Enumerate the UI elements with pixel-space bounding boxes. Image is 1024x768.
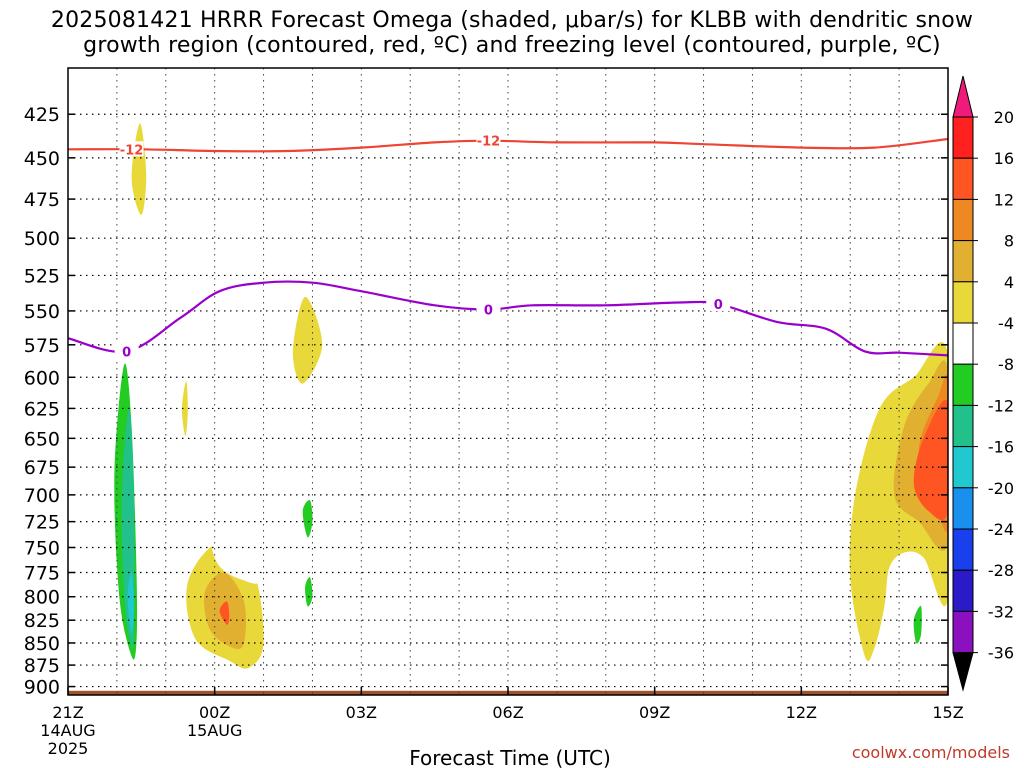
y-tick-label: 425 — [24, 104, 60, 126]
y-tick-label: 650 — [24, 428, 60, 450]
omega-region-6 — [181, 381, 188, 437]
contour-layer: -12 -12 0 0 0 — [68, 132, 948, 360]
colorbar-label: 16 — [994, 149, 1014, 168]
colorbar-top-arrow — [952, 75, 974, 118]
freezing-level-contour-label: 0 — [122, 345, 131, 360]
omega-region-9 — [219, 601, 230, 625]
colorbar-swatch — [952, 116, 974, 159]
x-tick-sublabel: 15AUG — [187, 721, 242, 740]
colorbar-label: -16 — [988, 438, 1014, 457]
chart-title-line2: growth region (contoured, red, ºC) and f… — [83, 33, 941, 58]
y-tick-label: 700 — [24, 485, 60, 507]
colorbar-label: -8 — [998, 355, 1014, 374]
colorbar-swatch — [952, 198, 974, 242]
freezing-level-contour — [68, 280, 948, 357]
freezing-level-contour-label: 0 — [714, 298, 723, 313]
omega-region-13 — [292, 296, 323, 384]
x-tick-sublabel: 14AUG — [40, 721, 95, 740]
omega-region-4 — [180, 74, 205, 103]
freezing-level-contour-label-bg — [476, 301, 501, 317]
colorbar-swatch — [952, 446, 974, 489]
colorbar-swatch — [952, 487, 974, 530]
y-tick-label: 600 — [24, 367, 60, 389]
colorbar-label: -32 — [988, 602, 1014, 621]
dendritic-contour-label: -12 — [120, 143, 144, 158]
y-tick-label: 750 — [24, 537, 60, 559]
colorbar-swatch — [952, 528, 974, 571]
y-tick-label: 625 — [24, 398, 60, 420]
colorbar-swatch — [952, 157, 974, 200]
x-axis-label: Forecast Time (UTC) — [409, 746, 611, 768]
colorbar-label: 4 — [1004, 273, 1014, 292]
y-tick-label: 575 — [24, 335, 60, 357]
colorbar-label: -12 — [988, 396, 1014, 415]
omega-region-12 — [305, 577, 313, 607]
x-tick-label: 15Z — [932, 703, 963, 722]
dendritic-contour-label: -12 — [477, 135, 501, 150]
omega-region-10 — [206, 382, 338, 671]
freezing-level-contour-label-bg — [114, 343, 139, 359]
grid-layer — [68, 68, 948, 695]
y-tick-label: 850 — [24, 633, 60, 655]
colorbar-label: -28 — [988, 561, 1014, 580]
y-tick-label: 875 — [24, 655, 60, 677]
colorbar-swatch — [952, 281, 974, 324]
y-tick-label: 825 — [24, 610, 60, 632]
omega-region-15 — [473, 463, 554, 669]
colorbar-bottom-arrow — [952, 652, 974, 692]
omega-region-14 — [410, 72, 421, 120]
colorbar-label: 12 — [994, 190, 1014, 209]
colorbar-label: -20 — [988, 479, 1014, 498]
colorbar: 20 16 12 8 4 -4 -8 -12 -16 -20 -24 -28 -32 -36 — [952, 75, 1014, 692]
colorbar-swatch — [952, 569, 974, 612]
y-tick-label: 675 — [24, 457, 60, 479]
y-tick-label: 500 — [24, 228, 60, 250]
dendritic-contour-label-bg — [119, 141, 144, 157]
chart-title-line1: 2025081421 HRRR Forecast Omega (shaded, … — [50, 8, 974, 33]
y-tick-label: 800 — [24, 587, 60, 609]
y-tick-label: 550 — [24, 301, 60, 323]
source-credit: coolwx.com/models — [851, 743, 1010, 762]
x-tick-label: 00Z — [199, 703, 230, 722]
x-tick-label: 12Z — [786, 703, 817, 722]
omega-region-11 — [302, 499, 313, 538]
colorbar-label: 8 — [1004, 232, 1014, 251]
dendritic-contour — [68, 137, 948, 153]
colorbar-swatch — [952, 404, 974, 448]
y-tick-label: 475 — [24, 189, 60, 211]
x-tick-label: 03Z — [346, 703, 377, 722]
y-tick-label: 900 — [24, 677, 60, 699]
y-tick-label: 525 — [24, 265, 60, 287]
colorbar-label: 20 — [994, 108, 1014, 127]
omega-region-5 — [131, 123, 147, 216]
colorbar-label: -4 — [998, 314, 1014, 333]
colorbar-swatch — [952, 363, 974, 406]
colorbar-swatch — [952, 240, 974, 283]
omega-region-3 — [127, 572, 134, 634]
freezing-level-contour-label-bg — [706, 295, 731, 311]
colorbar-swatch — [952, 322, 974, 365]
colorbar-label: -36 — [988, 644, 1014, 663]
omega-shading-layer — [68, 72, 948, 695]
x-tick-label: 06Z — [492, 703, 523, 722]
axes-layer: 425 450 475 500 525 550 575 600 625 650 675 700 725 7… — [24, 67, 964, 758]
y-tick-label: 775 — [24, 563, 60, 585]
x-tick-label: 21Z — [52, 703, 83, 722]
x-tick-label: 09Z — [639, 703, 670, 722]
freezing-level-contour-label: 0 — [484, 304, 493, 319]
omega-region-22 — [913, 605, 922, 644]
colorbar-label: -24 — [988, 520, 1014, 539]
x-tick-year: 2025 — [48, 739, 89, 758]
y-tick-label: 450 — [24, 148, 60, 170]
colorbar-swatch — [952, 610, 974, 654]
dendritic-contour-label-bg — [476, 132, 501, 148]
omega-region-20 — [913, 399, 948, 521]
y-tick-label: 725 — [24, 512, 60, 534]
omega-region-16 — [800, 518, 827, 667]
